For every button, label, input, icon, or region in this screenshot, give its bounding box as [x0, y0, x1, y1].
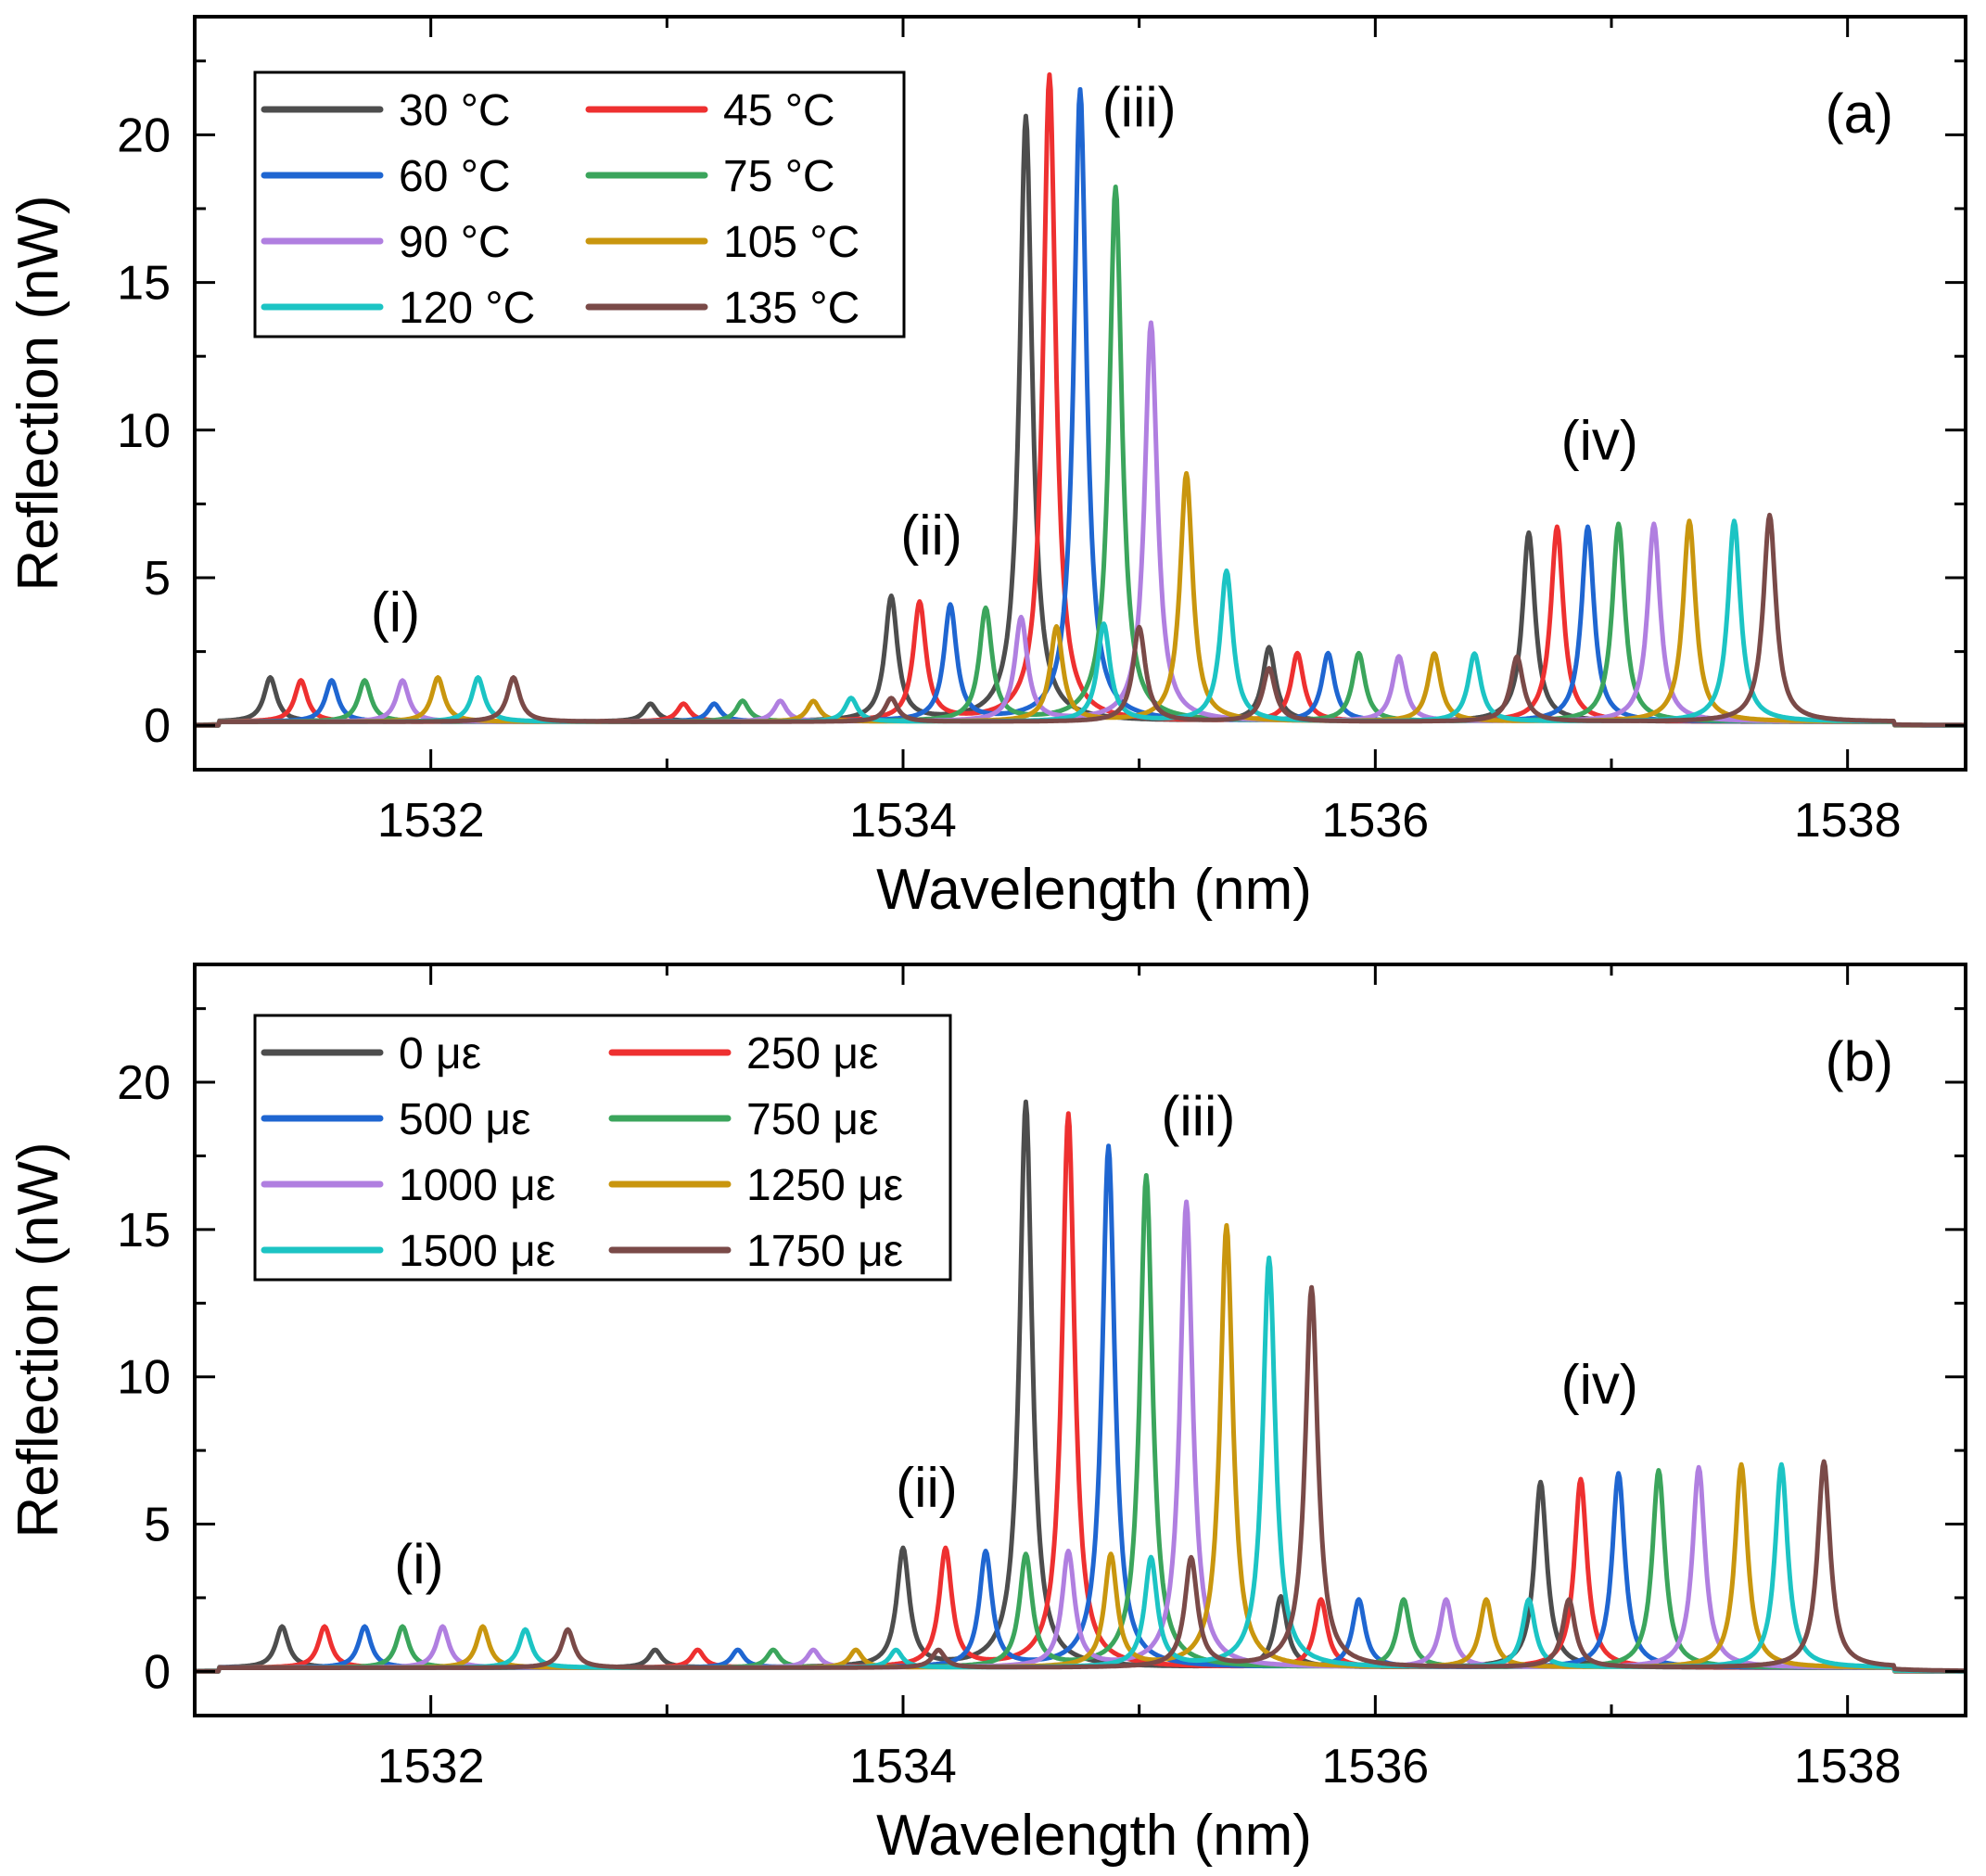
x-axis-title: Wavelength (nm) — [876, 1804, 1312, 1868]
x-axis-title: Wavelength (nm) — [876, 858, 1312, 922]
legend-label: 120 °C — [399, 284, 535, 333]
legend-label: 1750 με — [746, 1227, 903, 1276]
peak-annotation: (i) — [371, 581, 420, 643]
plot-area — [195, 1099, 1966, 1674]
y-axis-title: Reflection (nW) — [6, 195, 70, 591]
peak-annotation: (iv) — [1561, 1353, 1638, 1415]
x-tick-label: 1536 — [1321, 1740, 1429, 1793]
x-tick-label: 1538 — [1794, 1740, 1902, 1793]
peak-annotation: (ii) — [900, 504, 962, 567]
legend-label: 45 °C — [723, 86, 835, 135]
legend-box — [253, 70, 906, 338]
y-tick-label: 0 — [144, 1645, 171, 1699]
y-tick-label: 20 — [117, 108, 171, 162]
y-tick-label: 10 — [117, 404, 171, 458]
y-axis-title: Reflection (nW) — [6, 1142, 70, 1538]
x-tick-label: 1536 — [1321, 794, 1429, 848]
peak-annotation: (ii) — [896, 1456, 958, 1518]
legend-label: 105 °C — [723, 218, 859, 267]
plot-area — [195, 72, 1966, 728]
legend-box — [253, 1014, 952, 1282]
series-line-7 — [195, 1284, 1966, 1674]
x-tick-label: 1532 — [377, 794, 485, 848]
legend-label: 1000 με — [399, 1161, 555, 1210]
x-tick-label: 1538 — [1794, 794, 1902, 848]
plot-frame — [193, 963, 1967, 1717]
y-tick-label: 5 — [144, 552, 171, 606]
legend: 0 με 250 με 500 με 750 με 1000 με 1250 με 1500… — [253, 1014, 952, 1282]
y-tick-label: 0 — [144, 699, 171, 753]
series-line-7 — [195, 512, 1966, 728]
peak-annotation: (iv) — [1561, 410, 1638, 472]
legend-label: 750 με — [746, 1095, 878, 1144]
legend-label: 75 °C — [723, 152, 835, 201]
chart-panel-a: 1532 1534 1536 1538 0 5 10 15 20 Wavelength (nm) R… — [6, 15, 1967, 922]
y-tick-label: 15 — [117, 1204, 171, 1257]
legend-label: 0 με — [399, 1029, 481, 1078]
y-tick-label: 5 — [144, 1499, 171, 1552]
legend-label: 135 °C — [723, 284, 859, 333]
legend-label: 1500 με — [399, 1227, 555, 1276]
legend-label: 30 °C — [399, 86, 511, 135]
y-tick-label: 10 — [117, 1351, 171, 1405]
x-tick-label: 1534 — [849, 1740, 957, 1793]
legend-label: 60 °C — [399, 152, 511, 201]
x-tick-label: 1532 — [377, 1740, 485, 1793]
panel-label: (a) — [1826, 83, 1893, 145]
peak-annotation: (iii) — [1161, 1085, 1235, 1147]
series-line-5 — [195, 1222, 1966, 1674]
peak-annotation: (i) — [394, 1533, 443, 1595]
x-tick-label: 1534 — [849, 794, 957, 848]
legend-label: 90 °C — [399, 218, 511, 267]
plot-frame — [193, 15, 1967, 772]
chart-panel-b: 1532 1534 1536 1538 0 5 10 15 20 Wavelength (nm) R… — [6, 963, 1967, 1868]
panel-label: (b) — [1826, 1030, 1893, 1092]
legend: 30 °C 45 °C 60 °C 75 °C 90 °C 105 °C 120 °C 135… — [253, 70, 906, 338]
legend-label: 1250 με — [746, 1161, 903, 1210]
legend-label: 500 με — [399, 1095, 530, 1144]
peak-annotation: (iii) — [1102, 76, 1177, 138]
y-tick-label: 15 — [117, 257, 171, 311]
y-tick-label: 20 — [117, 1056, 171, 1110]
legend-label: 250 με — [746, 1029, 878, 1078]
